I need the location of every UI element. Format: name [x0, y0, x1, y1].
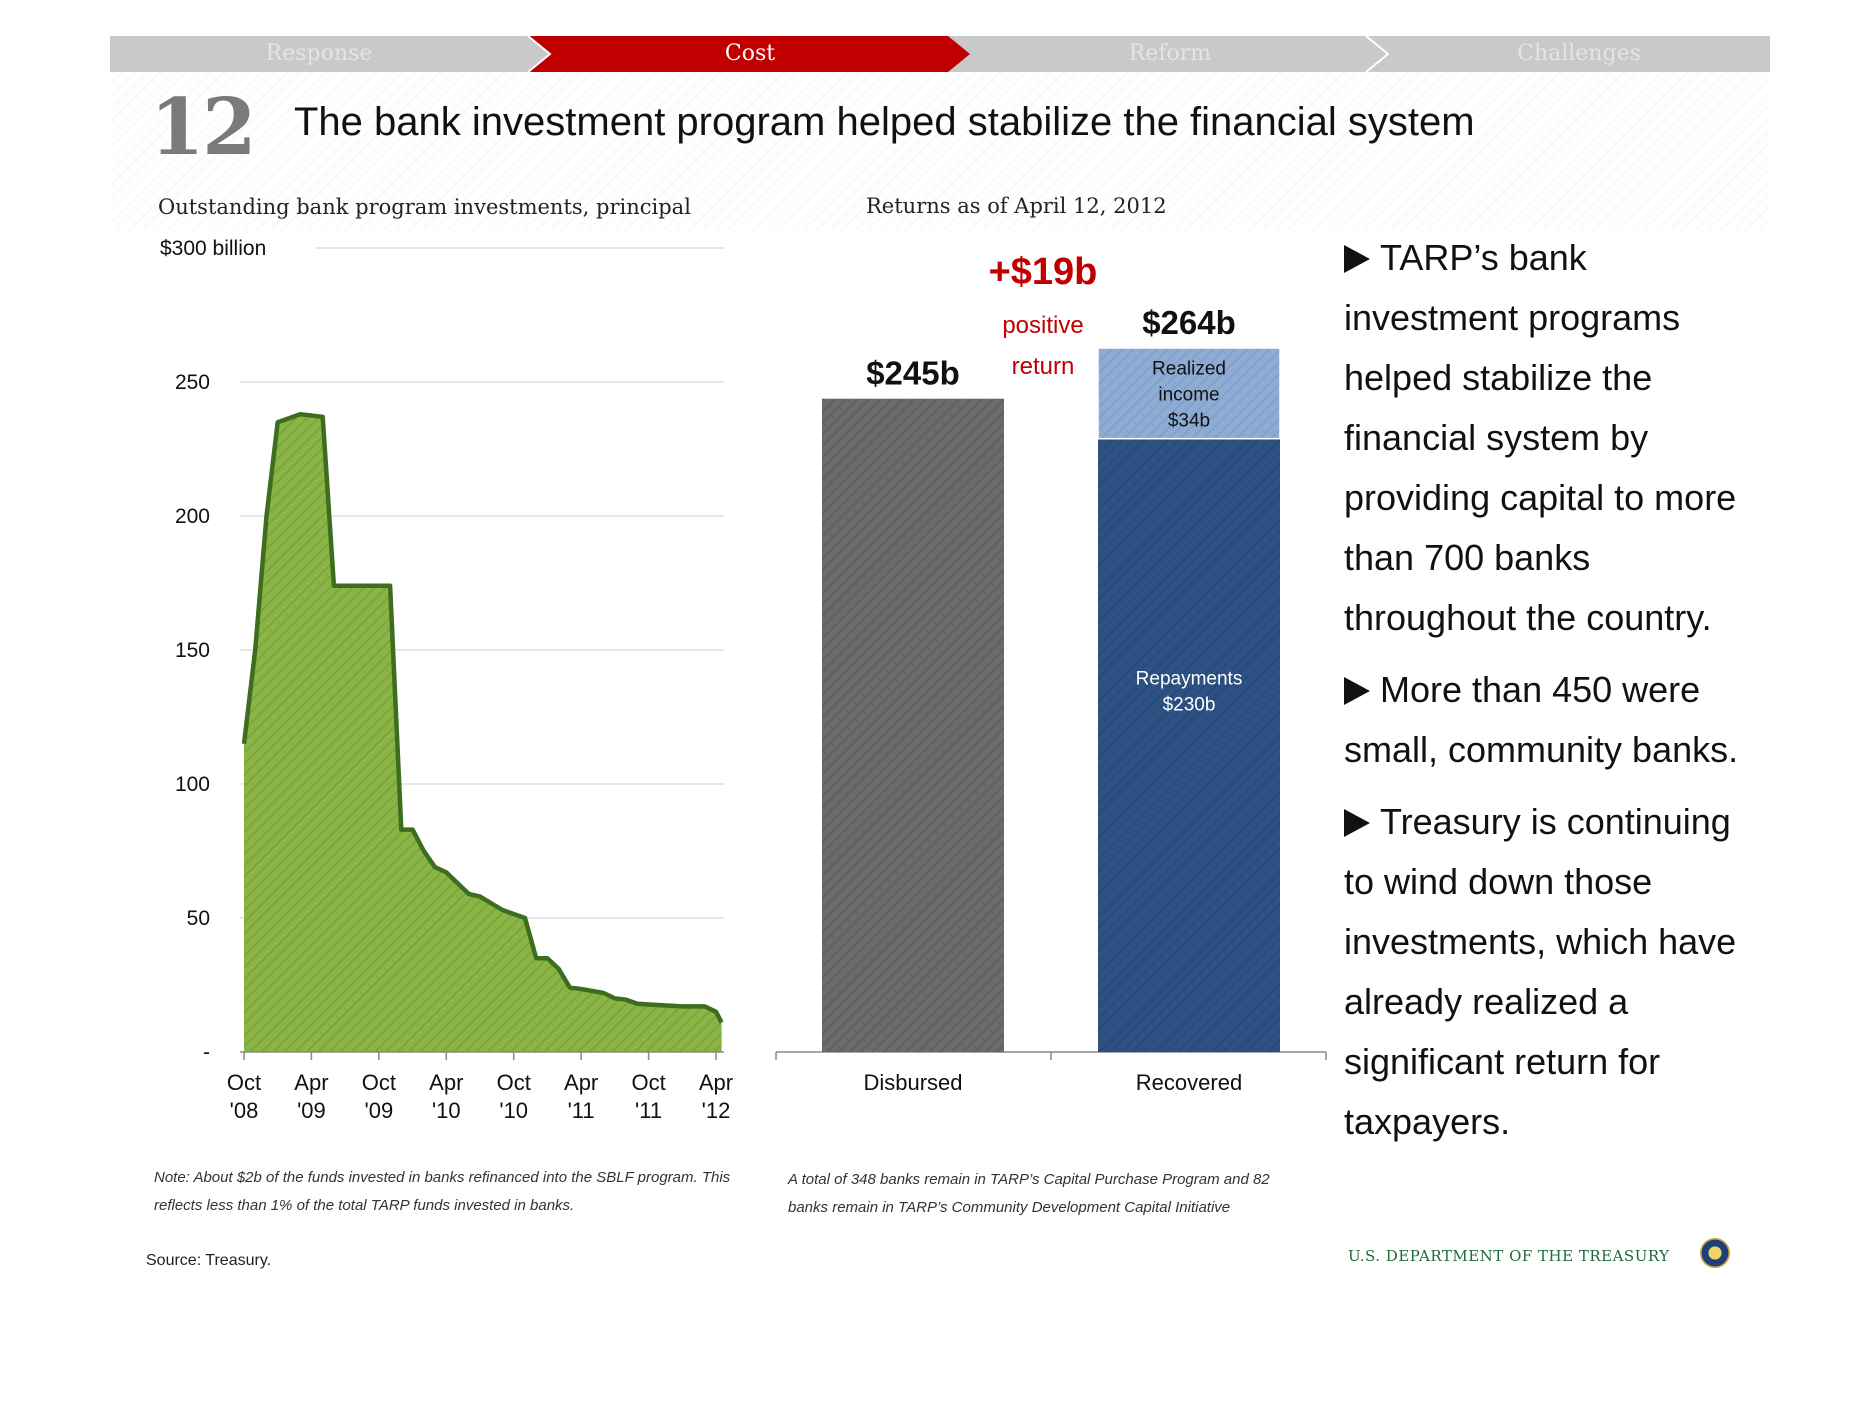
x-tick-label: '11 [635, 1098, 662, 1123]
section-nav: Response Cost Reform Challenges [110, 36, 1770, 72]
bullet-item: More than 450 were small, community bank… [1344, 660, 1764, 780]
bar-chart: Repayments $230b Realized income $34b $245b $2… [775, 251, 1327, 1095]
y-tick-label: 50 [187, 907, 210, 930]
header-background-pattern [110, 70, 1770, 230]
bullet-list: TARP’s bank investment programs helped s… [1344, 228, 1764, 1164]
bar-disbursed [822, 398, 1004, 1052]
return-annotation-text: return [1012, 353, 1075, 380]
bar-repayments [1098, 438, 1280, 1052]
triangle-bullet-icon [1344, 245, 1370, 273]
bullet-item: Treasury is continuing to wind down thos… [1344, 792, 1764, 1152]
area-fill [244, 414, 722, 1052]
segment-label: Repayments [1136, 668, 1243, 689]
x-tick-label: '09 [297, 1098, 326, 1123]
nav-divider-3 [1365, 36, 1390, 72]
x-tick-label: '11 [568, 1098, 595, 1123]
bullet-text: More than 450 were small, community bank… [1344, 669, 1739, 770]
slide-number: 12 [150, 82, 257, 173]
nav-chevrons [527, 36, 1390, 72]
nav-tab-cost[interactable]: Cost [724, 41, 776, 66]
x-tick-label: Oct [497, 1070, 531, 1095]
nav-tab-reform[interactable]: Reform [1128, 41, 1212, 66]
triangle-bullet-icon [1344, 809, 1370, 837]
area-chart: $300 billion 250 200 150 100 50 - Oct '08 Apr '09… [160, 237, 733, 1123]
y-tick-label: 200 [175, 505, 210, 528]
x-tick-label: '09 [365, 1098, 394, 1123]
page-title: The bank investment program helped stabi… [294, 100, 1475, 144]
y-tick-label: 250 [175, 371, 210, 394]
category-label: Disbursed [863, 1070, 962, 1095]
left-chart-title: Outstanding bank program investments, pr… [158, 195, 691, 219]
bar-total-label: $245b [866, 355, 960, 392]
segment-label: Realized [1152, 358, 1226, 379]
source-note: Source: Treasury. [146, 1252, 272, 1269]
nav-tab-challenges[interactable]: Challenges [1517, 41, 1641, 66]
bar-total-label: $264b [1142, 304, 1236, 341]
bullet-text: TARP’s bank investment programs helped s… [1344, 237, 1737, 638]
nav-tab-response[interactable]: Response [265, 41, 373, 66]
y-tick-label: - [203, 1041, 210, 1064]
x-tick-label: Apr [699, 1070, 733, 1095]
x-tick-label: Oct [362, 1070, 396, 1095]
footer-department: U.S. DEPARTMENT OF THE TREASURY [1348, 1247, 1670, 1265]
category-label: Recovered [1136, 1070, 1242, 1095]
y-tick-label: $300 billion [160, 237, 266, 260]
x-tick-label: '12 [702, 1098, 731, 1123]
bullet-text: Treasury is continuing to wind down thos… [1344, 801, 1737, 1142]
x-tick-label: '08 [230, 1098, 259, 1123]
x-tick-label: Oct [227, 1070, 261, 1095]
left-note: Note: About $2b of the funds invested in… [154, 1169, 731, 1214]
triangle-bullet-icon [1344, 677, 1370, 705]
x-tick-label: '10 [499, 1098, 528, 1123]
x-tick-label: '10 [432, 1098, 461, 1123]
bar-realized-income [1097, 347, 1281, 440]
return-annotation-text: positive [1002, 312, 1083, 339]
x-tick-label: Apr [429, 1070, 463, 1095]
nav-divider-1 [527, 36, 552, 72]
segment-label: income [1158, 384, 1219, 405]
x-tick-label: Apr [564, 1070, 598, 1095]
right-note: A total of 348 banks remain in TARP’s Ca… [788, 1171, 1270, 1216]
nav-active-chevron [528, 36, 970, 72]
bullet-item: TARP’s bank investment programs helped s… [1344, 228, 1764, 648]
y-tick-label: 100 [175, 773, 210, 796]
segment-label: $34b [1168, 410, 1210, 431]
segment-label: $230b [1163, 694, 1216, 715]
treasury-seal-icon [1700, 1238, 1730, 1268]
x-tick-label: Apr [294, 1070, 328, 1095]
right-chart-title: Returns as of April 12, 2012 [866, 194, 1167, 218]
x-tick-label: Oct [631, 1070, 665, 1095]
y-tick-label: 150 [175, 639, 210, 662]
return-annotation-value: +$19b [989, 251, 1098, 293]
